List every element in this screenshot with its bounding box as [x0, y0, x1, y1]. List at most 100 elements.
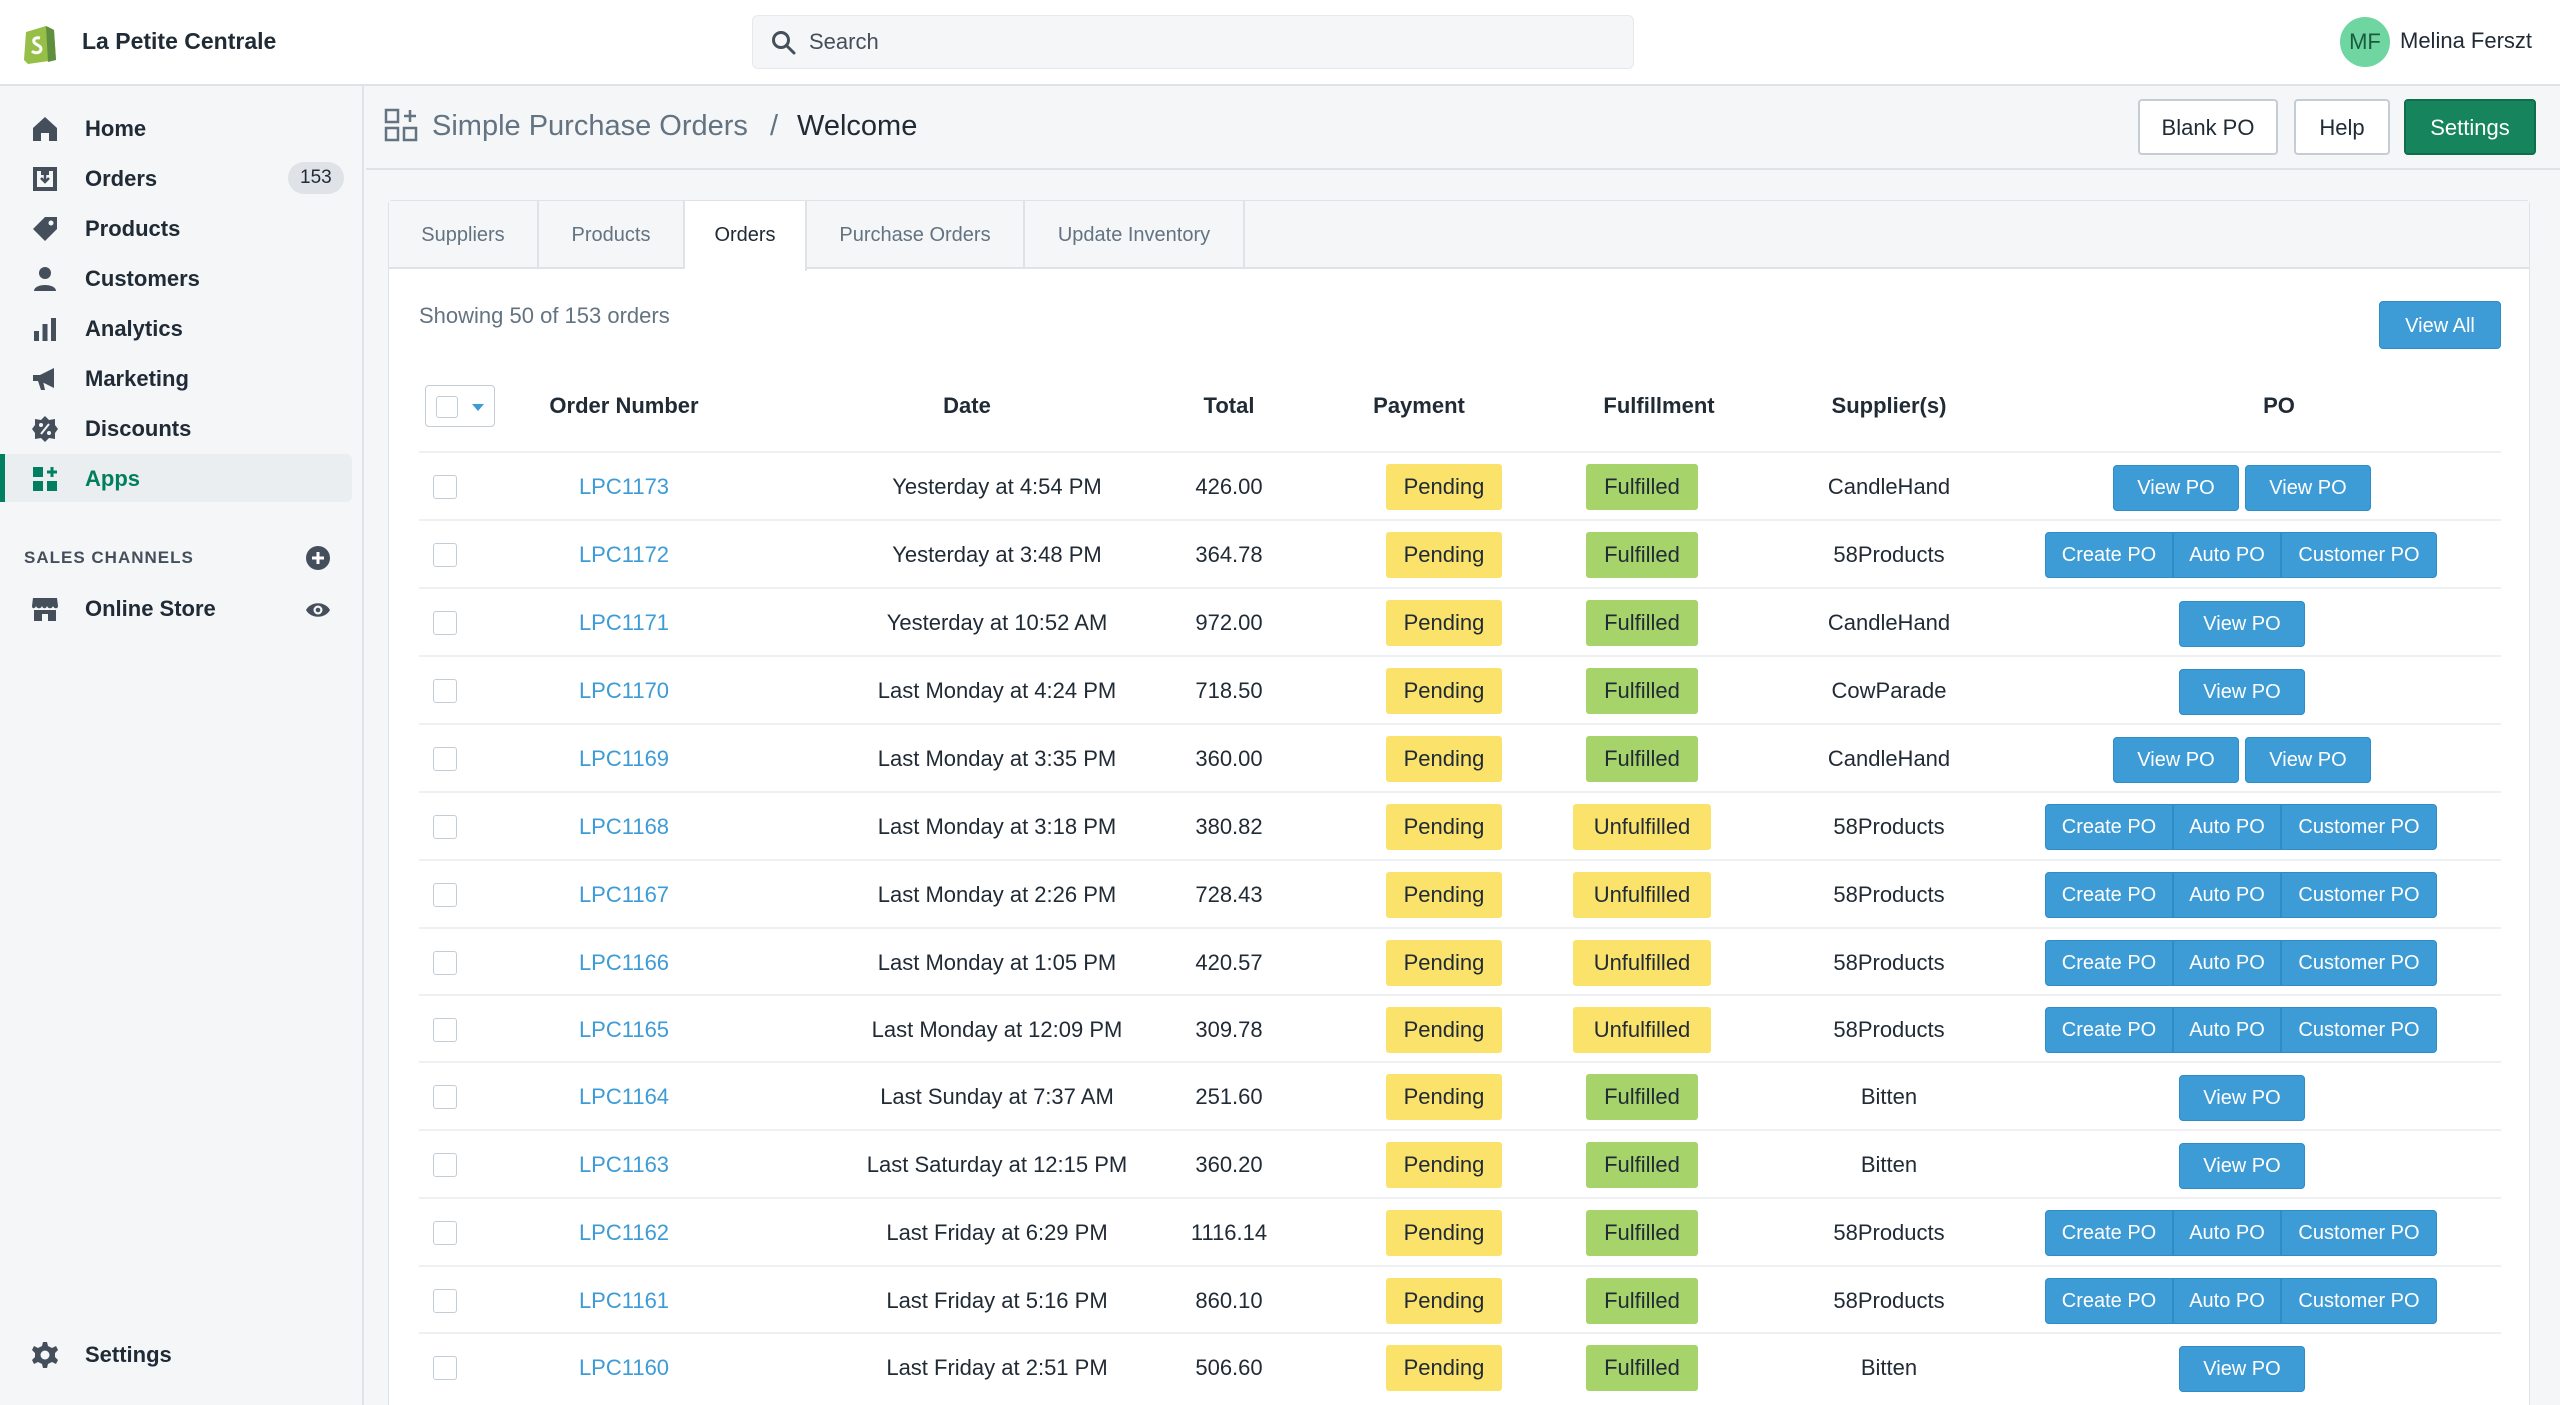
view-po-button[interactable]: View PO: [2113, 737, 2239, 783]
tab-update-inventory[interactable]: Update Inventory: [1025, 201, 1245, 269]
create-po-button[interactable]: Create PO: [2045, 532, 2173, 578]
auto-po-button[interactable]: Auto PO: [2173, 1210, 2281, 1256]
auto-po-button[interactable]: Auto PO: [2173, 532, 2281, 578]
order-number-link[interactable]: LPC1165: [578, 1017, 670, 1042]
tab-products[interactable]: Products: [539, 201, 685, 269]
row-checkbox[interactable]: [433, 543, 457, 567]
create-po-button[interactable]: Create PO: [2045, 1210, 2173, 1256]
order-number-link[interactable]: LPC1161: [578, 1288, 670, 1313]
auto-po-button[interactable]: Auto PO: [2173, 940, 2281, 986]
customer-po-button[interactable]: Customer PO: [2281, 872, 2437, 918]
view-po-button[interactable]: View PO: [2179, 1075, 2305, 1121]
person-icon: [34, 267, 56, 291]
create-po-button[interactable]: Create PO: [2045, 1007, 2173, 1053]
order-total: 426.00: [1195, 474, 1263, 499]
row-checkbox[interactable]: [433, 815, 457, 839]
fulfillment-status-badge: Unfulfilled: [1573, 940, 1711, 986]
row-checkbox[interactable]: [433, 611, 457, 635]
help-button[interactable]: Help: [2294, 99, 2390, 155]
auto-po-button[interactable]: Auto PO: [2173, 804, 2281, 850]
sidebar-item-products[interactable]: Products: [0, 204, 352, 252]
customer-po-button[interactable]: Customer PO: [2281, 1278, 2437, 1324]
user-name[interactable]: Melina Ferszt: [2400, 28, 2533, 53]
order-total: 1116.14: [1190, 1220, 1268, 1245]
add-circle-icon[interactable]: [304, 544, 332, 572]
order-number-link[interactable]: LPC1160: [578, 1355, 670, 1380]
auto-po-button[interactable]: Auto PO: [2173, 872, 2281, 918]
sidebar-item-orders[interactable]: Orders 153: [0, 154, 352, 202]
customer-po-button[interactable]: Customer PO: [2281, 1007, 2437, 1053]
apps-icon: [33, 467, 57, 491]
auto-po-button[interactable]: Auto PO: [2173, 1278, 2281, 1324]
order-number-link[interactable]: LPC1170: [578, 678, 670, 703]
view-po-button[interactable]: View PO: [2179, 601, 2305, 647]
column-header-date: Date: [943, 393, 991, 418]
create-po-button[interactable]: Create PO: [2045, 872, 2173, 918]
fulfillment-status-badge: Fulfilled: [1586, 464, 1698, 510]
settings-button[interactable]: Settings: [2404, 99, 2536, 155]
row-checkbox[interactable]: [433, 883, 457, 907]
order-number-link[interactable]: LPC1169: [578, 746, 670, 771]
tab-orders[interactable]: Orders: [685, 201, 807, 271]
shopify-logo-icon[interactable]: [20, 20, 60, 64]
create-po-button[interactable]: Create PO: [2045, 1278, 2173, 1324]
search-bar[interactable]: [752, 15, 1634, 69]
view-all-button[interactable]: View All: [2379, 301, 2501, 349]
view-po-button[interactable]: View PO: [2113, 465, 2239, 511]
order-number-link[interactable]: LPC1164: [578, 1084, 670, 1109]
eye-icon[interactable]: [304, 596, 332, 624]
order-number-link[interactable]: LPC1163: [578, 1152, 670, 1177]
tab-purchase-orders[interactable]: Purchase Orders: [807, 201, 1025, 269]
store-name[interactable]: La Petite Centrale: [82, 28, 277, 54]
create-po-button[interactable]: Create PO: [2045, 940, 2173, 986]
customer-po-button[interactable]: Customer PO: [2281, 532, 2437, 578]
row-checkbox[interactable]: [433, 1356, 457, 1380]
supplier-name: CandleHand: [1827, 746, 1951, 771]
customer-po-button[interactable]: Customer PO: [2281, 804, 2437, 850]
sidebar-item-discounts[interactable]: Discounts: [0, 404, 352, 452]
row-checkbox[interactable]: [433, 475, 457, 499]
view-po-button[interactable]: View PO: [2245, 737, 2371, 783]
row-checkbox[interactable]: [433, 1153, 457, 1177]
supplier-name: 58Products: [1833, 1220, 1945, 1245]
breadcrumb-app[interactable]: Simple Purchase Orders: [432, 110, 748, 142]
view-po-button[interactable]: View PO: [2179, 1143, 2305, 1189]
sidebar-item-settings[interactable]: Settings: [0, 1330, 352, 1378]
order-number-link[interactable]: LPC1171: [578, 610, 670, 635]
select-all-dropdown[interactable]: [425, 385, 495, 427]
order-number-link[interactable]: LPC1167: [578, 882, 670, 907]
view-po-button[interactable]: View PO: [2245, 465, 2371, 511]
sidebar-item-online-store[interactable]: Online Store: [0, 584, 352, 632]
order-number-link[interactable]: LPC1172: [578, 542, 670, 567]
order-number-link[interactable]: LPC1168: [578, 814, 670, 839]
sidebar-item-analytics[interactable]: Analytics: [0, 304, 352, 352]
blank-po-button[interactable]: Blank PO: [2138, 99, 2278, 155]
avatar[interactable]: MF: [2340, 17, 2390, 67]
sidebar-item-apps[interactable]: Apps: [0, 454, 352, 502]
sidebar-item-customers[interactable]: Customers: [0, 254, 352, 302]
row-checkbox[interactable]: [433, 747, 457, 771]
order-date: Yesterday at 10:52 AM: [886, 610, 1108, 635]
sidebar-item-label: Apps: [85, 466, 140, 491]
auto-po-button[interactable]: Auto PO: [2173, 1007, 2281, 1053]
tab-suppliers[interactable]: Suppliers: [389, 201, 539, 269]
customer-po-button[interactable]: Customer PO: [2281, 940, 2437, 986]
select-all-checkbox[interactable]: [436, 396, 458, 418]
customer-po-button[interactable]: Customer PO: [2281, 1210, 2437, 1256]
sidebar-item-marketing[interactable]: Marketing: [0, 354, 352, 402]
row-checkbox[interactable]: [433, 1018, 457, 1042]
sidebar-item-home[interactable]: Home: [0, 104, 352, 152]
search-input[interactable]: [809, 16, 1609, 68]
order-number-link[interactable]: LPC1162: [578, 1220, 670, 1245]
row-checkbox[interactable]: [433, 951, 457, 975]
row-checkbox[interactable]: [433, 679, 457, 703]
row-checkbox[interactable]: [433, 1085, 457, 1109]
row-checkbox[interactable]: [433, 1289, 457, 1313]
view-po-button[interactable]: View PO: [2179, 1346, 2305, 1392]
order-number-link[interactable]: LPC1166: [578, 950, 670, 975]
row-checkbox[interactable]: [433, 1221, 457, 1245]
home-icon: [33, 117, 57, 141]
create-po-button[interactable]: Create PO: [2045, 804, 2173, 850]
order-number-link[interactable]: LPC1173: [578, 474, 670, 499]
view-po-button[interactable]: View PO: [2179, 669, 2305, 715]
